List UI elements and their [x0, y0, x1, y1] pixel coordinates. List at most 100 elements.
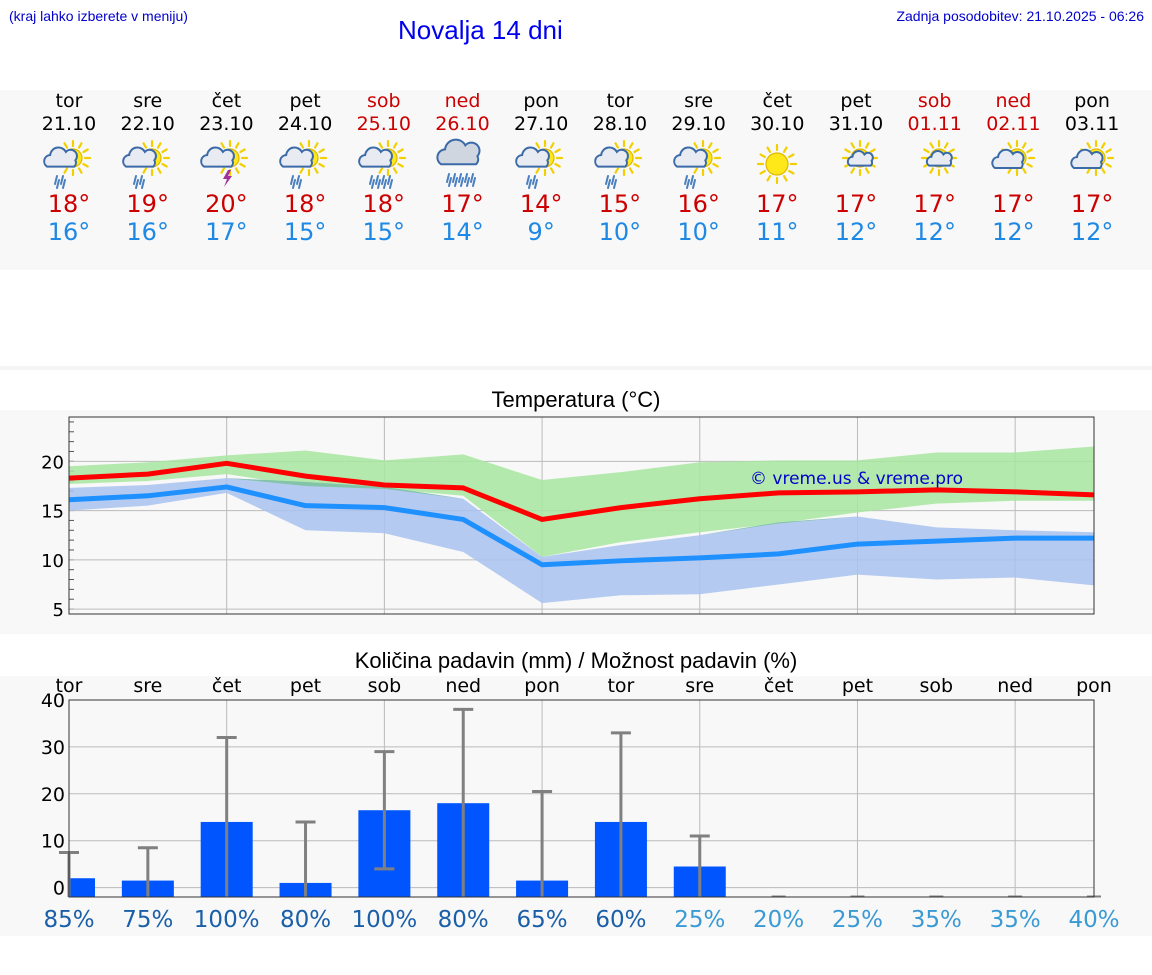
category-label: sre — [133, 675, 162, 697]
sun-cloud-icon — [991, 139, 1036, 177]
day-date: 26.10 — [435, 113, 490, 135]
category-label: sob — [368, 675, 402, 697]
day-forecast: ned 26.10 17° 14° — [423, 90, 503, 246]
y-tick-label: 30 — [41, 737, 65, 759]
day-date: 31.10 — [828, 113, 884, 135]
day-date: 22.10 — [120, 113, 175, 135]
temperature-chart: 5 10 15 20 © vreme.us & vreme.pro — [41, 416, 1095, 621]
page-title: Novalja 14 dni — [398, 15, 563, 45]
precip-probability-label: 75% — [122, 907, 173, 933]
day-date: 27.10 — [513, 113, 569, 135]
max-temp: 20° — [205, 190, 248, 218]
max-temp: 16° — [677, 190, 720, 218]
day-date: 28.10 — [592, 113, 648, 135]
location-menu-hint[interactable]: (kraj lahko izberete v meniju) — [9, 8, 188, 24]
precip-probability-label: 20% — [753, 907, 804, 933]
precip-probability-label: 65% — [517, 907, 568, 933]
category-label: tor — [607, 675, 634, 697]
day-date: 30.10 — [750, 113, 805, 135]
min-temp: 11° — [756, 218, 799, 246]
min-temp: 10° — [598, 218, 642, 246]
category-label: ned — [997, 675, 1033, 697]
category-label: ned — [445, 675, 481, 697]
precip-bar — [69, 878, 95, 897]
day-date: 25.10 — [356, 113, 411, 135]
day-name: pon — [523, 90, 560, 112]
max-temp: 17° — [756, 190, 799, 218]
day-forecast: tor 21.10 18° 16° — [29, 90, 109, 246]
day-forecast: čet 30.10 17° 11° — [737, 90, 817, 246]
sun-cloud-heavy-rain-icon — [357, 139, 406, 189]
category-label: tor — [56, 675, 83, 697]
sun-small-cloud-icon — [841, 139, 879, 177]
y-tick-label: 20 — [41, 784, 65, 806]
separator — [0, 366, 1152, 370]
day-name: pet — [840, 90, 872, 112]
forecast-strip — [0, 90, 1152, 270]
y-tick-label: 10 — [41, 551, 64, 572]
sun-icon — [757, 143, 798, 185]
day-name: čet — [762, 90, 793, 112]
sun-cloud-rain-icon — [594, 139, 642, 189]
day-forecast: pet 24.10 18° 15° — [265, 90, 345, 246]
day-forecast: čet 23.10 20° 17° — [186, 90, 266, 246]
precip-probability-label: 100% — [194, 907, 260, 933]
day-forecast: tor 28.10 15° 10° — [580, 90, 660, 246]
precipitation-chart-title: Količina padavin (mm) / Možnost padavin … — [354, 648, 798, 673]
day-name: sre — [684, 90, 714, 112]
category-label: pet — [290, 675, 321, 697]
day-name: tor — [606, 90, 634, 112]
day-forecast: sre 22.10 19° 16° — [108, 90, 188, 246]
day-name: sob — [367, 90, 401, 112]
last-update-label: Zadnja posodobitev: 21.10.2025 - 06:26 — [896, 8, 1144, 24]
precip-probability-label: 35% — [911, 907, 962, 933]
sun-cloud-rain-icon — [515, 139, 564, 189]
sun-cloud-icon — [1070, 139, 1115, 177]
min-temp: 10° — [677, 218, 720, 246]
sun-small-cloud-icon — [920, 139, 957, 177]
day-date: 21.10 — [41, 113, 97, 135]
day-forecast: ned 02.11 17° 12° — [973, 90, 1053, 246]
max-temp: 14° — [519, 190, 563, 218]
min-temp: 17° — [205, 218, 248, 246]
max-temp-range-band — [69, 446, 1094, 557]
min-temp-range-band — [69, 478, 1094, 604]
day-date: 01.11 — [907, 113, 962, 135]
min-temp: 16° — [126, 218, 169, 246]
precip-probability-label: 60% — [595, 907, 646, 933]
day-name: sob — [917, 90, 952, 112]
day-date: 03.11 — [1064, 113, 1120, 135]
y-tick-label: 20 — [41, 452, 64, 473]
precip-probability-label: 40% — [1068, 907, 1119, 933]
day-name: ned — [444, 90, 481, 112]
max-temp: 17° — [913, 190, 956, 218]
day-name: sre — [133, 90, 163, 112]
day-name: ned — [995, 90, 1032, 112]
min-temp: 16° — [47, 218, 91, 246]
category-label: pon — [524, 675, 560, 697]
y-tick-label: 10 — [41, 831, 65, 853]
max-temp: 19° — [126, 190, 169, 218]
temperature-chart-title: Temperatura (°C) — [491, 387, 661, 412]
day-date: 29.10 — [671, 113, 726, 135]
category-label: čet — [212, 675, 242, 697]
precip-probability-label: 80% — [438, 907, 489, 933]
day-name: pon — [1074, 90, 1110, 112]
category-label: čet — [764, 675, 794, 697]
y-tick-label: 40 — [41, 690, 65, 712]
max-temp: 18° — [283, 190, 327, 218]
day-date: 24.10 — [277, 113, 333, 135]
max-temp: 15° — [598, 190, 642, 218]
category-label: pon — [1076, 675, 1112, 697]
precip-probability-label: 100% — [352, 907, 418, 933]
sun-cloud-rain-icon — [43, 139, 92, 189]
day-forecast: sre 29.10 16° 10° — [659, 90, 739, 246]
max-temp: 17° — [834, 190, 878, 218]
day-name: čet — [211, 90, 242, 112]
precip-probability-label: 25% — [674, 907, 725, 933]
min-temp: 15° — [362, 218, 406, 246]
day-forecast: sob 01.11 17° 12° — [895, 90, 975, 246]
min-temp: 9° — [527, 218, 555, 246]
category-label: sre — [685, 675, 714, 697]
y-tick-label: 5 — [53, 600, 64, 621]
